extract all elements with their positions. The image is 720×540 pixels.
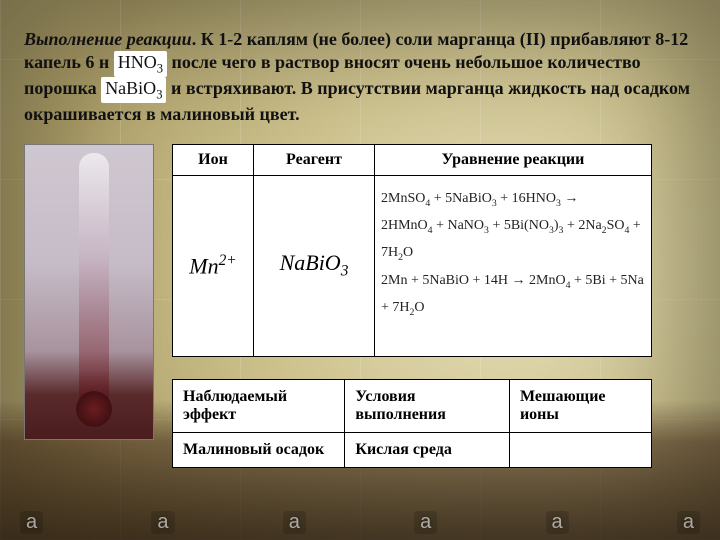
watermark-glyph: a	[20, 511, 43, 534]
formula-nabio3: NaBiO3	[101, 77, 166, 103]
formula-hno3: HNO3	[114, 51, 167, 77]
table-data-row: Mn2+ NaBiO3 2MnSO4 + 5NaBiO3 + 16HNO3 → …	[173, 175, 652, 356]
tables-column: Ион Реагент Уравнение реакции Mn2+ NaBiO…	[172, 144, 652, 468]
equation-line-2: 2HMnO4 + NaNO3 + 5Bi(NO3)3 + 2Na2SO4 + 7…	[381, 213, 645, 268]
effect-cell: Малиновый осадок	[173, 432, 345, 467]
conditions-cell: Кислая среда	[345, 432, 510, 467]
reaction-table: Ион Реагент Уравнение реакции Mn2+ NaBiO…	[172, 144, 652, 357]
watermark-glyph: a	[546, 511, 569, 534]
description-paragraph: Выполнение реакции. К 1-2 каплям (не бол…	[24, 28, 696, 126]
equation-cell: 2MnSO4 + 5NaBiO3 + 16HNO3 → 2HMnO4 + NaN…	[375, 175, 652, 356]
watermark-glyph: a	[283, 511, 306, 534]
col-equation: Уравнение реакции	[375, 144, 652, 175]
col-effect: Наблюдаемый эффект	[173, 379, 345, 432]
col-reagent: Реагент	[254, 144, 375, 175]
lead-phrase: Выполнение реакции	[24, 29, 192, 49]
observation-table: Наблюдаемый эффект Условия выполнения Ме…	[172, 379, 652, 468]
table-header-row: Ион Реагент Уравнение реакции	[173, 144, 652, 175]
watermark-glyph: a	[677, 511, 700, 534]
equation-line-3: 2Mn + 5NaBiO + 14H → 2MnO4 + 5Bi + 5Na +…	[381, 268, 645, 323]
ion-cell: Mn2+	[173, 175, 254, 356]
obs-data-row: Малиновый осадок Кислая среда	[173, 432, 652, 467]
watermark-row: a a a a a a	[0, 511, 720, 534]
interfering-cell	[509, 432, 651, 467]
col-ion: Ион	[173, 144, 254, 175]
col-conditions: Условия выполнения	[345, 379, 510, 432]
watermark-glyph: a	[414, 511, 437, 534]
test-tube-photo	[24, 144, 154, 440]
slide-content: Выполнение реакции. К 1-2 каплям (не бол…	[0, 0, 720, 540]
reagent-cell: NaBiO3	[254, 175, 375, 356]
equation-line-1: 2MnSO4 + 5NaBiO3 + 16HNO3 →	[381, 186, 645, 213]
main-row: Ион Реагент Уравнение реакции Mn2+ NaBiO…	[24, 144, 696, 468]
obs-header-row: Наблюдаемый эффект Условия выполнения Ме…	[173, 379, 652, 432]
col-interfering: Мешающие ионы	[509, 379, 651, 432]
watermark-glyph: a	[151, 511, 174, 534]
